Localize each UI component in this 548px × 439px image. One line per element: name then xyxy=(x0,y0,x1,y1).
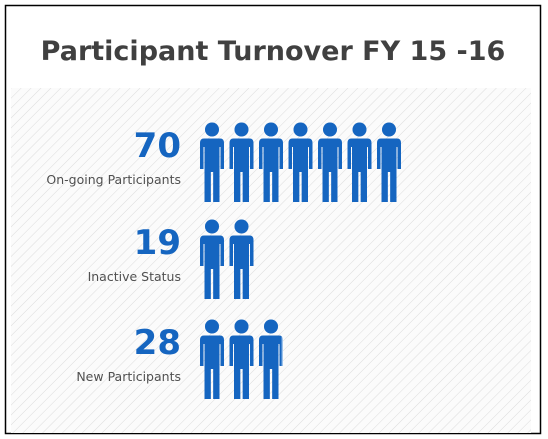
category-label: Inactive Status xyxy=(88,269,181,284)
value-label: 28 xyxy=(134,323,181,363)
category-label: New Participants xyxy=(76,369,181,384)
chart-title: Participant Turnover FY 15 -16 xyxy=(41,36,506,67)
value-label: 19 xyxy=(134,223,181,263)
value-label: 70 xyxy=(134,126,181,166)
category-label: On-going Participants xyxy=(46,172,181,187)
